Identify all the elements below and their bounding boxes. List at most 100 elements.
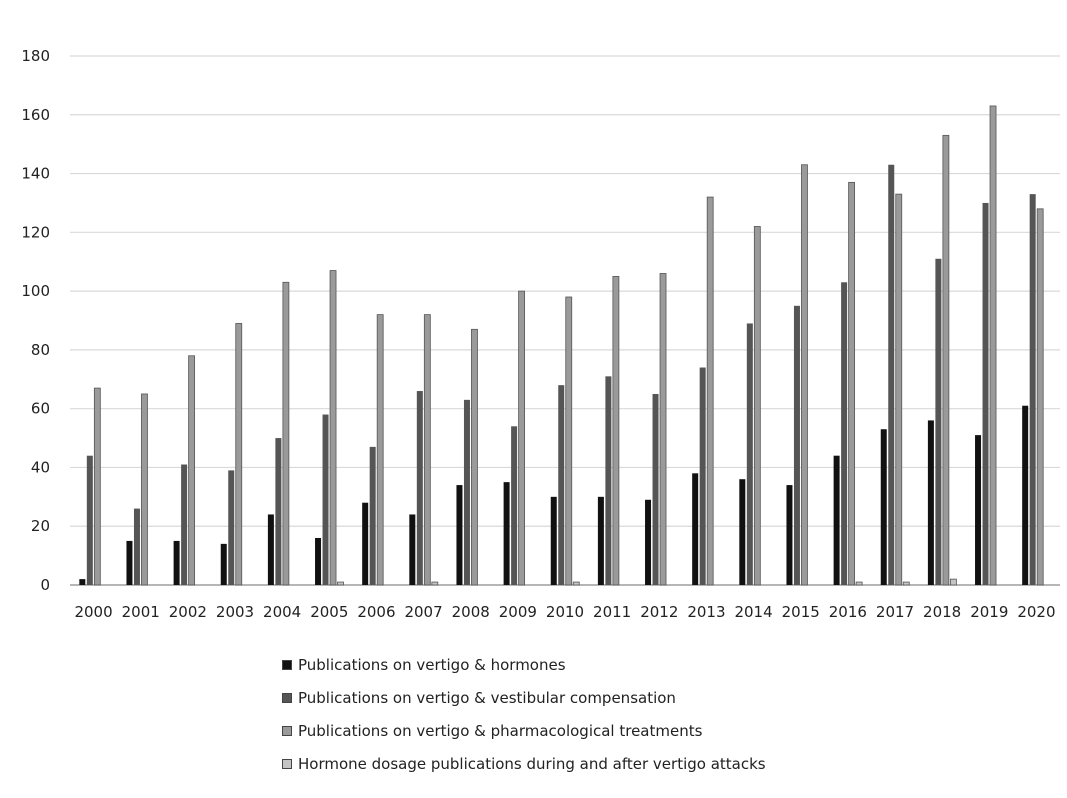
x-tick-label: 2000 [74, 603, 112, 621]
bar-series-1 [456, 485, 463, 585]
bar-series-4 [949, 578, 957, 586]
bar-series-2 [322, 414, 329, 585]
bar-series-1 [833, 455, 840, 585]
y-tick-label: 180 [21, 47, 50, 65]
y-tick-label: 120 [21, 223, 50, 241]
x-tick-label: 2003 [216, 603, 254, 621]
legend: Publications on vertigo & hormones Public… [282, 648, 766, 780]
legend-swatch [282, 725, 292, 736]
bar-series-3 [659, 273, 667, 586]
bar-series-3 [423, 314, 431, 586]
legend-item: Hormone dosage publications during and a… [282, 747, 766, 780]
bar-series-3 [989, 105, 997, 586]
x-tick-label: 2018 [923, 603, 961, 621]
x-tick-label: 2010 [546, 603, 584, 621]
y-tick-label: 160 [21, 106, 50, 124]
bar-series-2 [228, 470, 235, 585]
x-tick-label: 2019 [970, 603, 1008, 621]
bar-series-4 [337, 581, 344, 586]
legend-item: Publications on vertigo & hormones [282, 648, 766, 681]
bar-series-2 [841, 282, 848, 585]
y-tick-label: 20 [31, 517, 50, 535]
x-tick-label: 2016 [829, 603, 867, 621]
legend-swatch [282, 692, 292, 703]
bar-series-2 [935, 258, 942, 585]
bar-series-3 [801, 164, 808, 586]
bar-series-1 [79, 579, 86, 585]
bar-series-3 [895, 193, 903, 586]
legend-label: Hormone dosage publications during and a… [298, 754, 766, 773]
bar-series-2 [982, 202, 989, 585]
bar-series-2 [746, 323, 753, 585]
x-tick-label: 2009 [499, 603, 537, 621]
bar-series-3 [848, 181, 856, 586]
bar-series-2 [652, 393, 659, 585]
y-tick-label: 40 [31, 458, 50, 476]
bar-series-1 [503, 482, 510, 585]
gridlines [70, 55, 1060, 586]
bar-series-2 [1029, 194, 1036, 585]
legend-label: Publications on vertigo & hormones [298, 655, 566, 674]
x-tick-label: 2007 [404, 603, 442, 621]
bar-series-1 [739, 479, 746, 585]
bar-series-1 [1022, 405, 1029, 585]
x-tick-label: 2013 [687, 603, 725, 621]
bar-series-3 [376, 314, 384, 586]
bar-series-1 [173, 540, 180, 585]
bar-series-2 [793, 305, 800, 585]
bar-series-2 [699, 367, 706, 585]
y-tick-label: 140 [21, 165, 50, 183]
x-tick-label: 2020 [1017, 603, 1055, 621]
bar-series-2 [181, 464, 188, 585]
bar-series-1 [927, 420, 934, 585]
bar-series-1 [692, 473, 699, 585]
bar-series-2 [888, 164, 895, 586]
bar-series-3 [141, 393, 148, 586]
y-axis-ticks: 0 20 40 60 80 100 120 140 160 180 [21, 47, 50, 594]
bar-series-3 [329, 270, 337, 586]
bar-series-1 [220, 543, 227, 585]
legend-label: Publications on vertigo & vestibular com… [298, 688, 676, 707]
x-tick-label: 2012 [640, 603, 678, 621]
bar-series-3 [706, 196, 714, 586]
x-tick-label: 2004 [263, 603, 301, 621]
x-tick-label: 2002 [169, 603, 207, 621]
x-tick-label: 2006 [357, 603, 395, 621]
bar-series-3 [942, 134, 950, 586]
x-axis-ticks: 2000 2001 2002 2003 2004 2005 2006 2007 2008 2009… [74, 603, 1055, 621]
bar-series-2 [369, 446, 376, 585]
bar-series-1 [315, 537, 322, 585]
legend-label: Publications on vertigo & pharmacologica… [298, 721, 703, 740]
x-tick-label: 2001 [122, 603, 160, 621]
bar-series-3 [518, 290, 526, 586]
bar-series-3 [565, 296, 573, 586]
legend-swatch [282, 758, 292, 769]
bar-series-3 [471, 328, 478, 586]
bar-series-2 [86, 455, 93, 585]
bar-series-2 [511, 426, 518, 585]
bar-series-3 [612, 276, 620, 586]
bar-series-3 [93, 387, 101, 586]
legend-item: Publications on vertigo & vestibular com… [282, 681, 766, 714]
bar-series-3 [753, 226, 761, 586]
y-tick-label: 100 [21, 282, 50, 300]
bars [79, 105, 1044, 586]
bar-series-3 [235, 323, 243, 586]
bar-series-1 [975, 435, 982, 585]
bar-series-2 [463, 399, 470, 585]
bar-series-3 [188, 355, 196, 586]
bar-series-1 [597, 496, 604, 585]
bar-series-3 [282, 281, 290, 586]
legend-item: Publications on vertigo & pharmacologica… [282, 714, 766, 747]
x-tick-label: 2011 [593, 603, 631, 621]
x-tick-label: 2005 [310, 603, 348, 621]
y-tick-label: 0 [40, 576, 50, 594]
bar-series-1 [786, 485, 793, 585]
bar-series-2 [275, 438, 282, 585]
bar-series-4 [855, 581, 863, 586]
bar-series-1 [267, 514, 274, 585]
legend-swatch [282, 659, 292, 670]
bar-series-2 [558, 385, 565, 585]
bar-series-1 [126, 540, 133, 585]
